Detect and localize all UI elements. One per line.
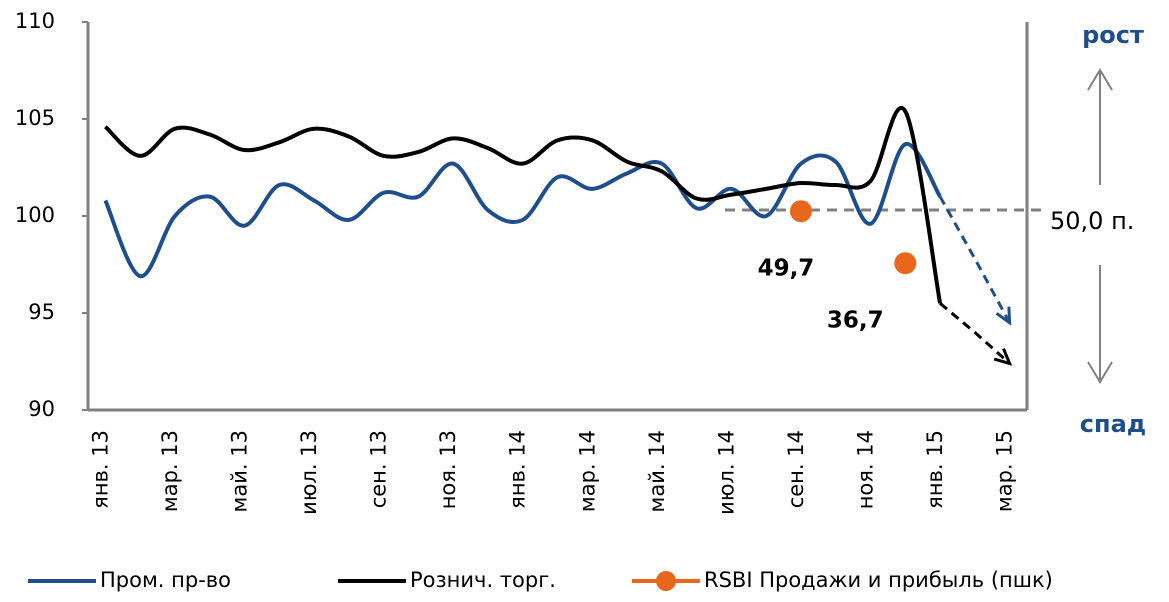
reference-label: 50,0 п. — [1050, 207, 1134, 235]
y-tick-label: 95 — [28, 300, 55, 324]
forecast-arrowhead — [993, 348, 1013, 366]
x-tick-label: мар. 13 — [158, 430, 182, 512]
series-line — [104, 105, 943, 304]
point — [894, 252, 917, 275]
y-tick-label: 100 — [15, 203, 55, 227]
annotation-down: спад — [1080, 410, 1146, 438]
legend-label: RSBI Продажи и прибыль (пшк) — [704, 568, 1053, 592]
forecast-line — [939, 302, 1011, 365]
x-tick-label: май. 14 — [645, 430, 669, 512]
x-tick-label: июл. 13 — [297, 430, 321, 515]
series-line — [103, 142, 942, 279]
x-tick-label: сен. 14 — [784, 430, 808, 508]
x-tick-label: ноя. 14 — [854, 430, 878, 509]
x-tick-label: ноя. 13 — [436, 430, 460, 509]
forecast-line — [938, 195, 1011, 324]
x-tick-label: мар. 14 — [575, 430, 599, 512]
annotation-up: рост — [1082, 21, 1144, 49]
data-label: 49,7 — [758, 256, 815, 282]
x-tick-label: сен. 13 — [367, 430, 391, 508]
legend-label: Пром. пр-во — [100, 568, 231, 592]
y-tick-label: 90 — [28, 397, 55, 421]
data-label: 36,7 — [827, 308, 884, 334]
legend-label: Рознич. торг. — [410, 568, 556, 592]
x-tick-label: май. 13 — [228, 430, 252, 512]
x-tick-label: мар. 15 — [993, 430, 1017, 512]
y-tick-label: 110 — [15, 9, 55, 33]
point — [789, 200, 812, 223]
legend-marker — [656, 571, 676, 591]
y-tick-label: 105 — [15, 106, 55, 130]
x-tick-label: янв. 15 — [923, 430, 947, 509]
arrows — [1087, 68, 1113, 384]
forecast-arrowhead — [995, 306, 1012, 326]
x-tick-label: июл. 14 — [714, 430, 738, 515]
x-tick-label: янв. 13 — [88, 430, 112, 509]
x-tick-label: янв. 14 — [506, 430, 530, 509]
